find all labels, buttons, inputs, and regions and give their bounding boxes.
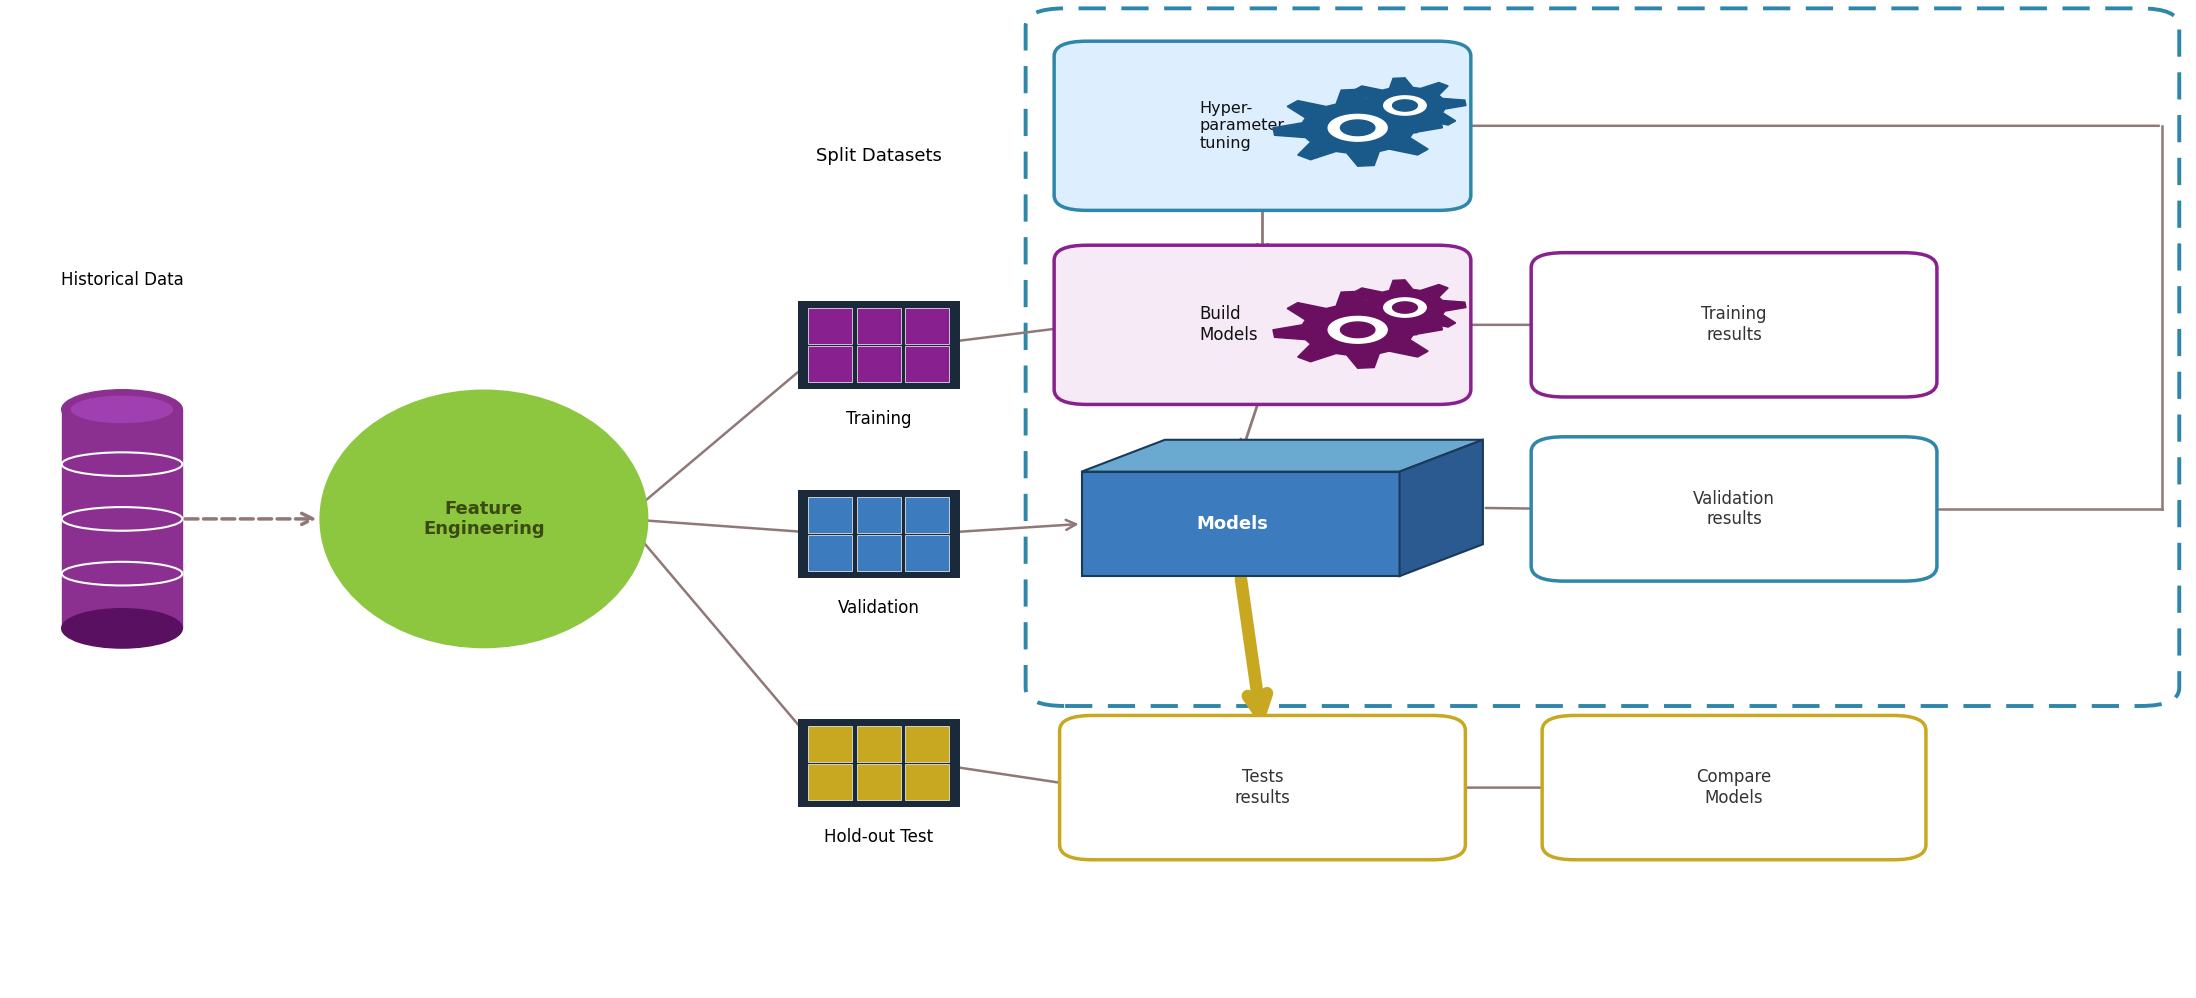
Text: Hyper-
parameter
tuning: Hyper- parameter tuning [1199, 101, 1285, 151]
FancyBboxPatch shape [905, 535, 949, 571]
Text: Hold-out Test: Hold-out Test [824, 828, 933, 846]
FancyBboxPatch shape [808, 763, 852, 799]
FancyBboxPatch shape [1542, 716, 1926, 859]
FancyBboxPatch shape [1531, 252, 1937, 397]
Text: Training: Training [845, 410, 911, 428]
FancyBboxPatch shape [808, 535, 852, 571]
Ellipse shape [61, 562, 182, 586]
FancyBboxPatch shape [856, 763, 900, 799]
Ellipse shape [318, 389, 648, 649]
FancyBboxPatch shape [905, 308, 949, 343]
Polygon shape [1392, 302, 1416, 313]
FancyBboxPatch shape [808, 726, 852, 761]
Polygon shape [1344, 78, 1467, 133]
Polygon shape [1344, 279, 1467, 335]
Bar [61, 409, 182, 629]
FancyBboxPatch shape [856, 345, 900, 381]
Text: Split Datasets: Split Datasets [815, 147, 942, 165]
Ellipse shape [61, 609, 182, 648]
Polygon shape [1329, 316, 1388, 343]
Text: Build
Models: Build Models [1199, 305, 1258, 344]
Ellipse shape [70, 395, 173, 423]
FancyBboxPatch shape [808, 345, 852, 381]
FancyBboxPatch shape [905, 763, 949, 799]
Ellipse shape [61, 452, 182, 476]
FancyBboxPatch shape [856, 308, 900, 343]
Polygon shape [1329, 115, 1388, 141]
Text: Feature
Engineering: Feature Engineering [424, 500, 545, 538]
Polygon shape [1383, 96, 1425, 115]
Polygon shape [1340, 120, 1375, 136]
Text: Validation
results: Validation results [1693, 490, 1774, 528]
FancyBboxPatch shape [797, 719, 960, 806]
Text: Validation: Validation [837, 600, 920, 618]
FancyBboxPatch shape [905, 497, 949, 533]
Text: Models: Models [1197, 515, 1267, 533]
Polygon shape [1399, 440, 1482, 576]
FancyBboxPatch shape [1531, 437, 1937, 581]
FancyBboxPatch shape [1061, 716, 1465, 859]
FancyBboxPatch shape [797, 490, 960, 578]
FancyBboxPatch shape [856, 726, 900, 761]
Text: Compare
Models: Compare Models [1695, 768, 1772, 807]
Text: Tests
results: Tests results [1234, 768, 1291, 807]
FancyBboxPatch shape [856, 535, 900, 571]
FancyBboxPatch shape [905, 345, 949, 381]
FancyBboxPatch shape [1054, 246, 1471, 404]
Polygon shape [1392, 100, 1416, 111]
Ellipse shape [61, 390, 182, 429]
Polygon shape [1083, 472, 1399, 576]
Polygon shape [1383, 297, 1425, 317]
FancyBboxPatch shape [856, 497, 900, 533]
Polygon shape [1340, 322, 1375, 337]
Text: Training
results: Training results [1702, 305, 1768, 344]
Polygon shape [1083, 440, 1482, 472]
Polygon shape [1274, 90, 1443, 167]
Polygon shape [1274, 291, 1443, 368]
FancyBboxPatch shape [905, 726, 949, 761]
Ellipse shape [61, 507, 182, 531]
FancyBboxPatch shape [808, 497, 852, 533]
FancyBboxPatch shape [808, 308, 852, 343]
FancyBboxPatch shape [1054, 41, 1471, 211]
Text: Historical Data: Historical Data [61, 271, 184, 289]
FancyBboxPatch shape [797, 301, 960, 388]
